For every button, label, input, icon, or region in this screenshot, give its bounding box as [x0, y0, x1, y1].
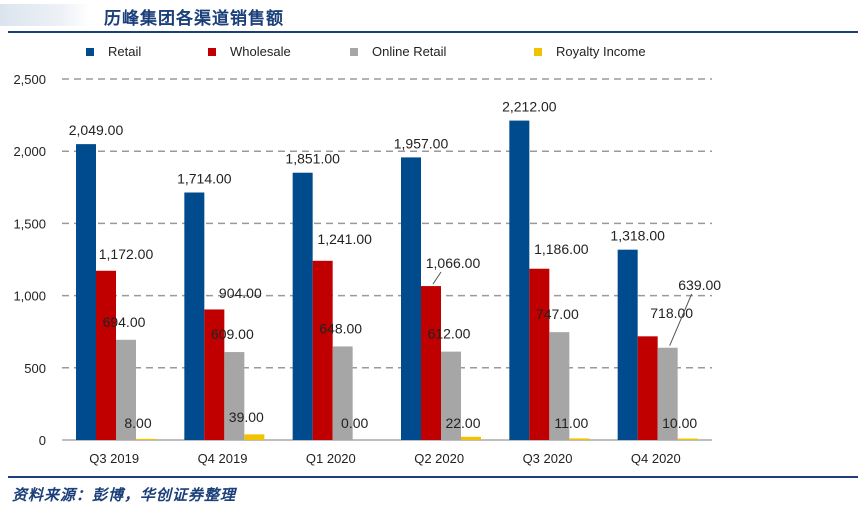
data-label: 1,957.00 — [394, 135, 449, 151]
data-label: 1,851.00 — [285, 151, 340, 167]
bar-royalty-income — [244, 434, 265, 440]
footer-divider — [8, 476, 858, 478]
x-tick-label: Q1 2020 — [306, 451, 356, 466]
legend-swatch — [208, 48, 216, 56]
y-tick-label: 0 — [39, 433, 46, 448]
data-label: 1,714.00 — [177, 170, 232, 186]
header-decoration — [0, 4, 90, 26]
data-label: 1,172.00 — [99, 246, 154, 262]
legend-swatch — [86, 48, 94, 56]
bar-retail — [76, 144, 96, 441]
bar-royalty-income — [569, 438, 590, 440]
x-tick-label: Q2 2020 — [414, 451, 464, 466]
data-label: 648.00 — [319, 320, 362, 336]
bar-online-retail — [441, 351, 461, 440]
x-tick-label: Q4 2020 — [631, 451, 681, 466]
bar-retail — [184, 192, 205, 440]
bar-wholesale — [312, 260, 333, 440]
bar-royalty-income — [677, 438, 698, 440]
data-label: 22.00 — [445, 415, 480, 431]
bar-wholesale — [529, 268, 550, 440]
legend-label: Retail — [108, 44, 141, 59]
data-label: 2,212.00 — [502, 99, 557, 115]
y-tick-label: 1,000 — [13, 289, 46, 304]
data-label: 639.00 — [678, 277, 721, 293]
data-label: 39.00 — [229, 409, 264, 425]
data-label: 904.00 — [219, 285, 262, 301]
y-tick-label: 2,500 — [13, 72, 46, 87]
y-tick-label: 1,500 — [13, 216, 46, 231]
bar-royalty-income — [136, 438, 156, 440]
legend-swatch — [350, 48, 358, 56]
legend-label: Royalty Income — [556, 44, 646, 59]
bar-wholesale — [204, 309, 225, 440]
legend-label: Wholesale — [230, 44, 291, 59]
data-label: 8.00 — [124, 415, 151, 431]
bar-online-retail — [224, 352, 245, 440]
bar-online-retail — [549, 332, 570, 440]
bar-retail — [401, 157, 421, 441]
bar-online-retail — [116, 339, 136, 440]
bar-retail — [292, 172, 313, 440]
data-label: 1,066.00 — [426, 255, 481, 271]
data-label: 2,049.00 — [69, 122, 124, 138]
bar-online-retail — [657, 347, 678, 440]
bar-wholesale — [421, 286, 441, 440]
data-label: 1,318.00 — [610, 228, 665, 244]
bar-wholesale — [96, 270, 116, 440]
x-tick-label: Q3 2019 — [89, 451, 139, 466]
data-label: 718.00 — [650, 305, 693, 321]
data-label: 612.00 — [428, 326, 471, 342]
data-label: 609.00 — [211, 326, 254, 342]
leader-line — [432, 271, 442, 285]
bar-royalty-income — [461, 436, 481, 440]
y-tick-label: 2,000 — [13, 144, 46, 159]
x-tick-label: Q3 2020 — [523, 451, 573, 466]
bar-retail — [617, 249, 638, 440]
source-note: 资料来源：彭博，华创证券整理 — [12, 486, 237, 504]
data-label: 11.00 — [554, 415, 588, 431]
leader-line — [669, 293, 693, 346]
x-tick-label: Q4 2019 — [198, 451, 248, 466]
bar-chart: 0 500 1,000 1,500 2,000 2,500 Q3 2019 Q4 2019 Q1… — [13, 44, 721, 466]
bar-online-retail — [332, 346, 353, 440]
data-label: 694.00 — [103, 314, 146, 330]
y-tick-label: 500 — [24, 361, 46, 376]
data-label: 1,241.00 — [317, 231, 372, 247]
report-header: 历峰集团各渠道销售额 — [0, 0, 866, 33]
bar-wholesale — [637, 336, 658, 440]
data-label: 10.00 — [662, 415, 697, 431]
legend-label: Online Retail — [372, 44, 447, 59]
header-divider — [8, 31, 858, 33]
data-label: 747.00 — [536, 306, 579, 322]
bar-retail — [509, 120, 530, 441]
data-label: 0.00 — [341, 415, 368, 431]
chart-title: 历峰集团各渠道销售额 — [104, 9, 284, 29]
legend-swatch — [534, 48, 542, 56]
data-label: 1,186.00 — [534, 241, 589, 257]
